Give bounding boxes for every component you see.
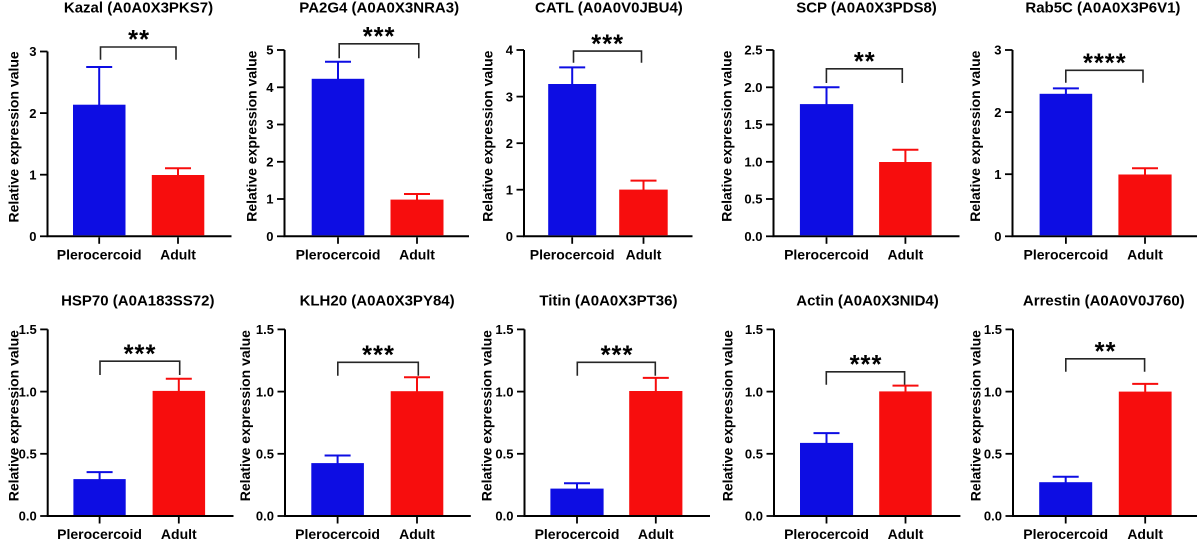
svg-text:Plerocercoid: Plerocercoid bbox=[295, 526, 380, 541]
svg-text:2.0: 2.0 bbox=[744, 80, 762, 95]
svg-text:2: 2 bbox=[994, 105, 1001, 120]
svg-text:Adult: Adult bbox=[626, 247, 662, 263]
svg-text:Adult: Adult bbox=[160, 247, 196, 263]
svg-text:4: 4 bbox=[506, 43, 514, 58]
svg-text:0: 0 bbox=[29, 229, 36, 244]
svg-text:Relative expression value: Relative expression value bbox=[237, 330, 253, 501]
svg-text:0.0: 0.0 bbox=[745, 509, 763, 524]
svg-text:1.5: 1.5 bbox=[744, 117, 762, 132]
svg-text:1.5: 1.5 bbox=[984, 322, 1002, 337]
svg-text:***: *** bbox=[591, 30, 624, 58]
svg-text:Actin (A0A0X3NID4): Actin (A0A0X3NID4) bbox=[796, 292, 939, 309]
svg-text:Plerocercoid: Plerocercoid bbox=[1023, 247, 1108, 263]
svg-text:2: 2 bbox=[266, 155, 273, 170]
svg-text:0.5: 0.5 bbox=[744, 192, 762, 207]
svg-text:0.0: 0.0 bbox=[744, 229, 762, 244]
svg-text:Adult: Adult bbox=[888, 247, 924, 263]
svg-text:Plerocercoid: Plerocercoid bbox=[535, 526, 620, 541]
svg-text:0.0: 0.0 bbox=[19, 509, 37, 524]
svg-text:Plerocercoid: Plerocercoid bbox=[530, 247, 615, 263]
svg-text:1.5: 1.5 bbox=[495, 322, 513, 337]
svg-text:PA2G4 (A0A0X3NRA3): PA2G4 (A0A0X3NRA3) bbox=[299, 0, 459, 17]
svg-text:***: *** bbox=[850, 351, 883, 379]
svg-text:1.5: 1.5 bbox=[745, 322, 763, 337]
svg-text:3: 3 bbox=[29, 44, 36, 59]
svg-text:3: 3 bbox=[994, 43, 1001, 58]
svg-text:Rab5C (A0A0X3P6V1): Rab5C (A0A0X3P6V1) bbox=[1025, 0, 1180, 17]
svg-text:***: *** bbox=[362, 342, 395, 370]
svg-text:KLH20 (A0A0X3PY84): KLH20 (A0A0X3PY84) bbox=[300, 292, 455, 309]
svg-text:****: **** bbox=[1083, 50, 1127, 78]
svg-text:Plerocercoid: Plerocercoid bbox=[784, 526, 869, 541]
svg-text:1.0: 1.0 bbox=[256, 384, 274, 399]
svg-text:2.5: 2.5 bbox=[744, 43, 762, 58]
svg-text:3: 3 bbox=[266, 117, 273, 132]
svg-text:***: *** bbox=[363, 23, 396, 51]
svg-text:0.0: 0.0 bbox=[495, 509, 513, 524]
svg-text:Relative expression value: Relative expression value bbox=[719, 50, 735, 221]
svg-text:1.0: 1.0 bbox=[19, 384, 37, 399]
svg-text:5: 5 bbox=[266, 43, 273, 58]
svg-text:Relative expression value: Relative expression value bbox=[967, 50, 983, 221]
svg-text:Adult: Adult bbox=[1127, 247, 1163, 263]
svg-text:Relative expression value: Relative expression value bbox=[479, 50, 495, 221]
svg-text:Adult: Adult bbox=[1127, 526, 1163, 541]
svg-text:Adult: Adult bbox=[399, 526, 435, 541]
svg-text:1.0: 1.0 bbox=[984, 384, 1002, 399]
svg-text:4: 4 bbox=[266, 80, 274, 95]
svg-text:Plerocercoid: Plerocercoid bbox=[784, 247, 869, 263]
svg-text:Relative expression value: Relative expression value bbox=[5, 330, 21, 501]
svg-text:Relative expression value: Relative expression value bbox=[244, 50, 260, 221]
svg-text:Relative expression value: Relative expression value bbox=[720, 330, 736, 501]
svg-text:Arrestin (A0A0V0J760): Arrestin (A0A0V0J760) bbox=[1023, 292, 1185, 309]
svg-text:1.0: 1.0 bbox=[745, 384, 763, 399]
svg-text:Adult: Adult bbox=[161, 526, 197, 541]
svg-text:0.0: 0.0 bbox=[984, 509, 1002, 524]
svg-text:3: 3 bbox=[506, 89, 513, 104]
svg-text:0: 0 bbox=[266, 229, 273, 244]
svg-text:1.0: 1.0 bbox=[744, 155, 762, 170]
svg-text:Relative expression value: Relative expression value bbox=[5, 51, 21, 222]
svg-text:Adult: Adult bbox=[638, 526, 674, 541]
svg-text:Relative expression value: Relative expression value bbox=[968, 330, 984, 501]
svg-text:1.5: 1.5 bbox=[256, 322, 274, 337]
svg-text:1: 1 bbox=[994, 167, 1001, 182]
svg-text:Kazal (A0A0X3PKS7): Kazal (A0A0X3PKS7) bbox=[64, 0, 213, 17]
svg-text:***: *** bbox=[124, 340, 157, 368]
svg-text:Plerocercoid: Plerocercoid bbox=[57, 247, 142, 263]
svg-text:0.5: 0.5 bbox=[256, 447, 274, 462]
svg-text:**: ** bbox=[854, 48, 876, 76]
svg-text:0.5: 0.5 bbox=[495, 447, 513, 462]
svg-text:***: *** bbox=[601, 342, 634, 370]
svg-text:Plerocercoid: Plerocercoid bbox=[296, 247, 381, 263]
svg-text:Titin (A0A0X3PT36): Titin (A0A0X3PT36) bbox=[539, 292, 677, 309]
svg-text:HSP70 (A0A183SS72): HSP70 (A0A183SS72) bbox=[61, 292, 214, 309]
svg-text:0: 0 bbox=[506, 229, 513, 244]
svg-text:0: 0 bbox=[994, 229, 1001, 244]
svg-text:2: 2 bbox=[506, 136, 513, 151]
svg-text:1.5: 1.5 bbox=[19, 322, 37, 337]
svg-text:0.5: 0.5 bbox=[984, 447, 1002, 462]
svg-text:CATL (A0A0V0JBU4): CATL (A0A0V0JBU4) bbox=[535, 0, 683, 17]
svg-text:1: 1 bbox=[506, 182, 513, 197]
svg-text:2: 2 bbox=[29, 106, 36, 121]
svg-text:1: 1 bbox=[29, 167, 36, 182]
svg-text:Adult: Adult bbox=[399, 247, 435, 263]
svg-text:1.0: 1.0 bbox=[495, 384, 513, 399]
svg-text:Plerocercoid: Plerocercoid bbox=[1023, 526, 1108, 541]
svg-text:**: ** bbox=[128, 26, 150, 54]
svg-text:0.5: 0.5 bbox=[19, 447, 37, 462]
svg-text:Adult: Adult bbox=[888, 526, 924, 541]
svg-text:1: 1 bbox=[266, 192, 273, 207]
svg-text:**: ** bbox=[1095, 338, 1117, 366]
svg-text:0.0: 0.0 bbox=[256, 509, 274, 524]
svg-text:Plerocercoid: Plerocercoid bbox=[57, 526, 142, 541]
svg-text:0.5: 0.5 bbox=[745, 447, 763, 462]
svg-text:SCP (A0A0X3PDS8): SCP (A0A0X3PDS8) bbox=[796, 0, 937, 17]
svg-text:Relative expression value: Relative expression value bbox=[479, 330, 495, 501]
